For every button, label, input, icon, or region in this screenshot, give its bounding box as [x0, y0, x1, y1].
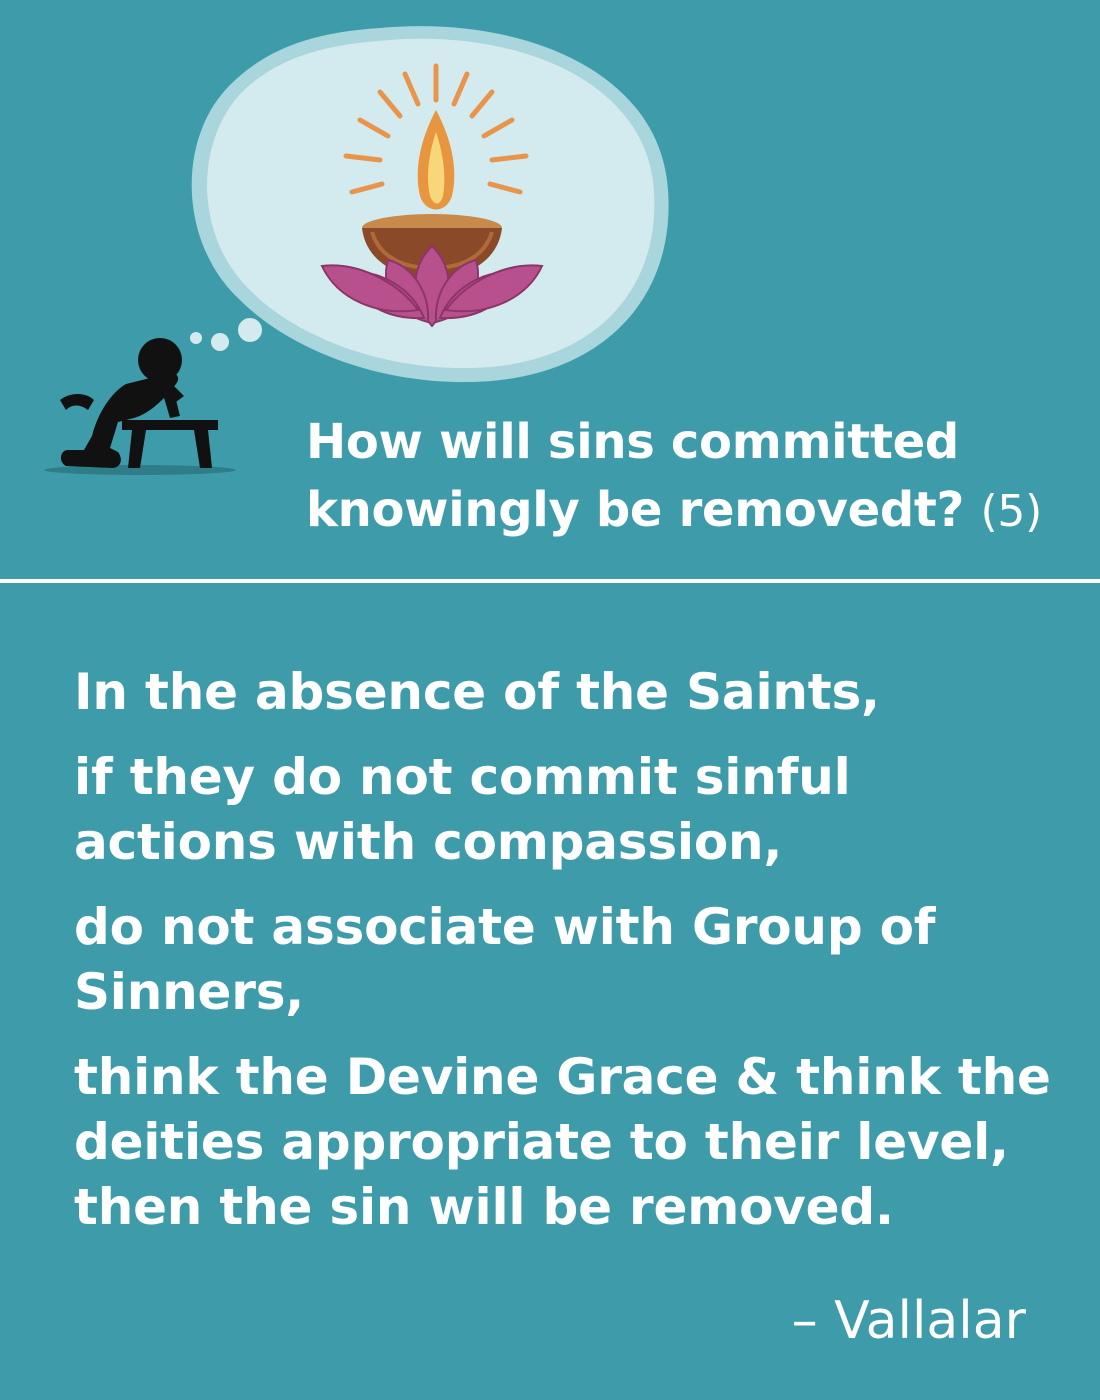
question-heading: How will sins committed knowingly be rem… [306, 408, 1086, 546]
quote-attribution: – Vallalar [791, 1291, 1026, 1351]
thought-illustration [44, 26, 669, 475]
question-text: How will sins committed knowingly be rem… [306, 414, 965, 538]
quote-line: if they do not commit sinful actions wit… [74, 748, 851, 871]
quote-line: do not associate with Group of Sinners, [74, 898, 936, 1021]
divider [0, 579, 1100, 583]
kneeling-praying-person-icon [44, 338, 236, 475]
question-number: (5) [980, 486, 1043, 537]
quote-line: think the Devine Grace & think the deiti… [74, 1048, 1051, 1236]
header: How will sins committed knowingly be rem… [0, 0, 1100, 580]
quote-line: In the absence of the Saints, [74, 663, 880, 721]
diya-lamp-on-lotus-icon [320, 63, 544, 328]
quote-block: In the absence of the Saints, if they do… [74, 660, 1064, 1260]
